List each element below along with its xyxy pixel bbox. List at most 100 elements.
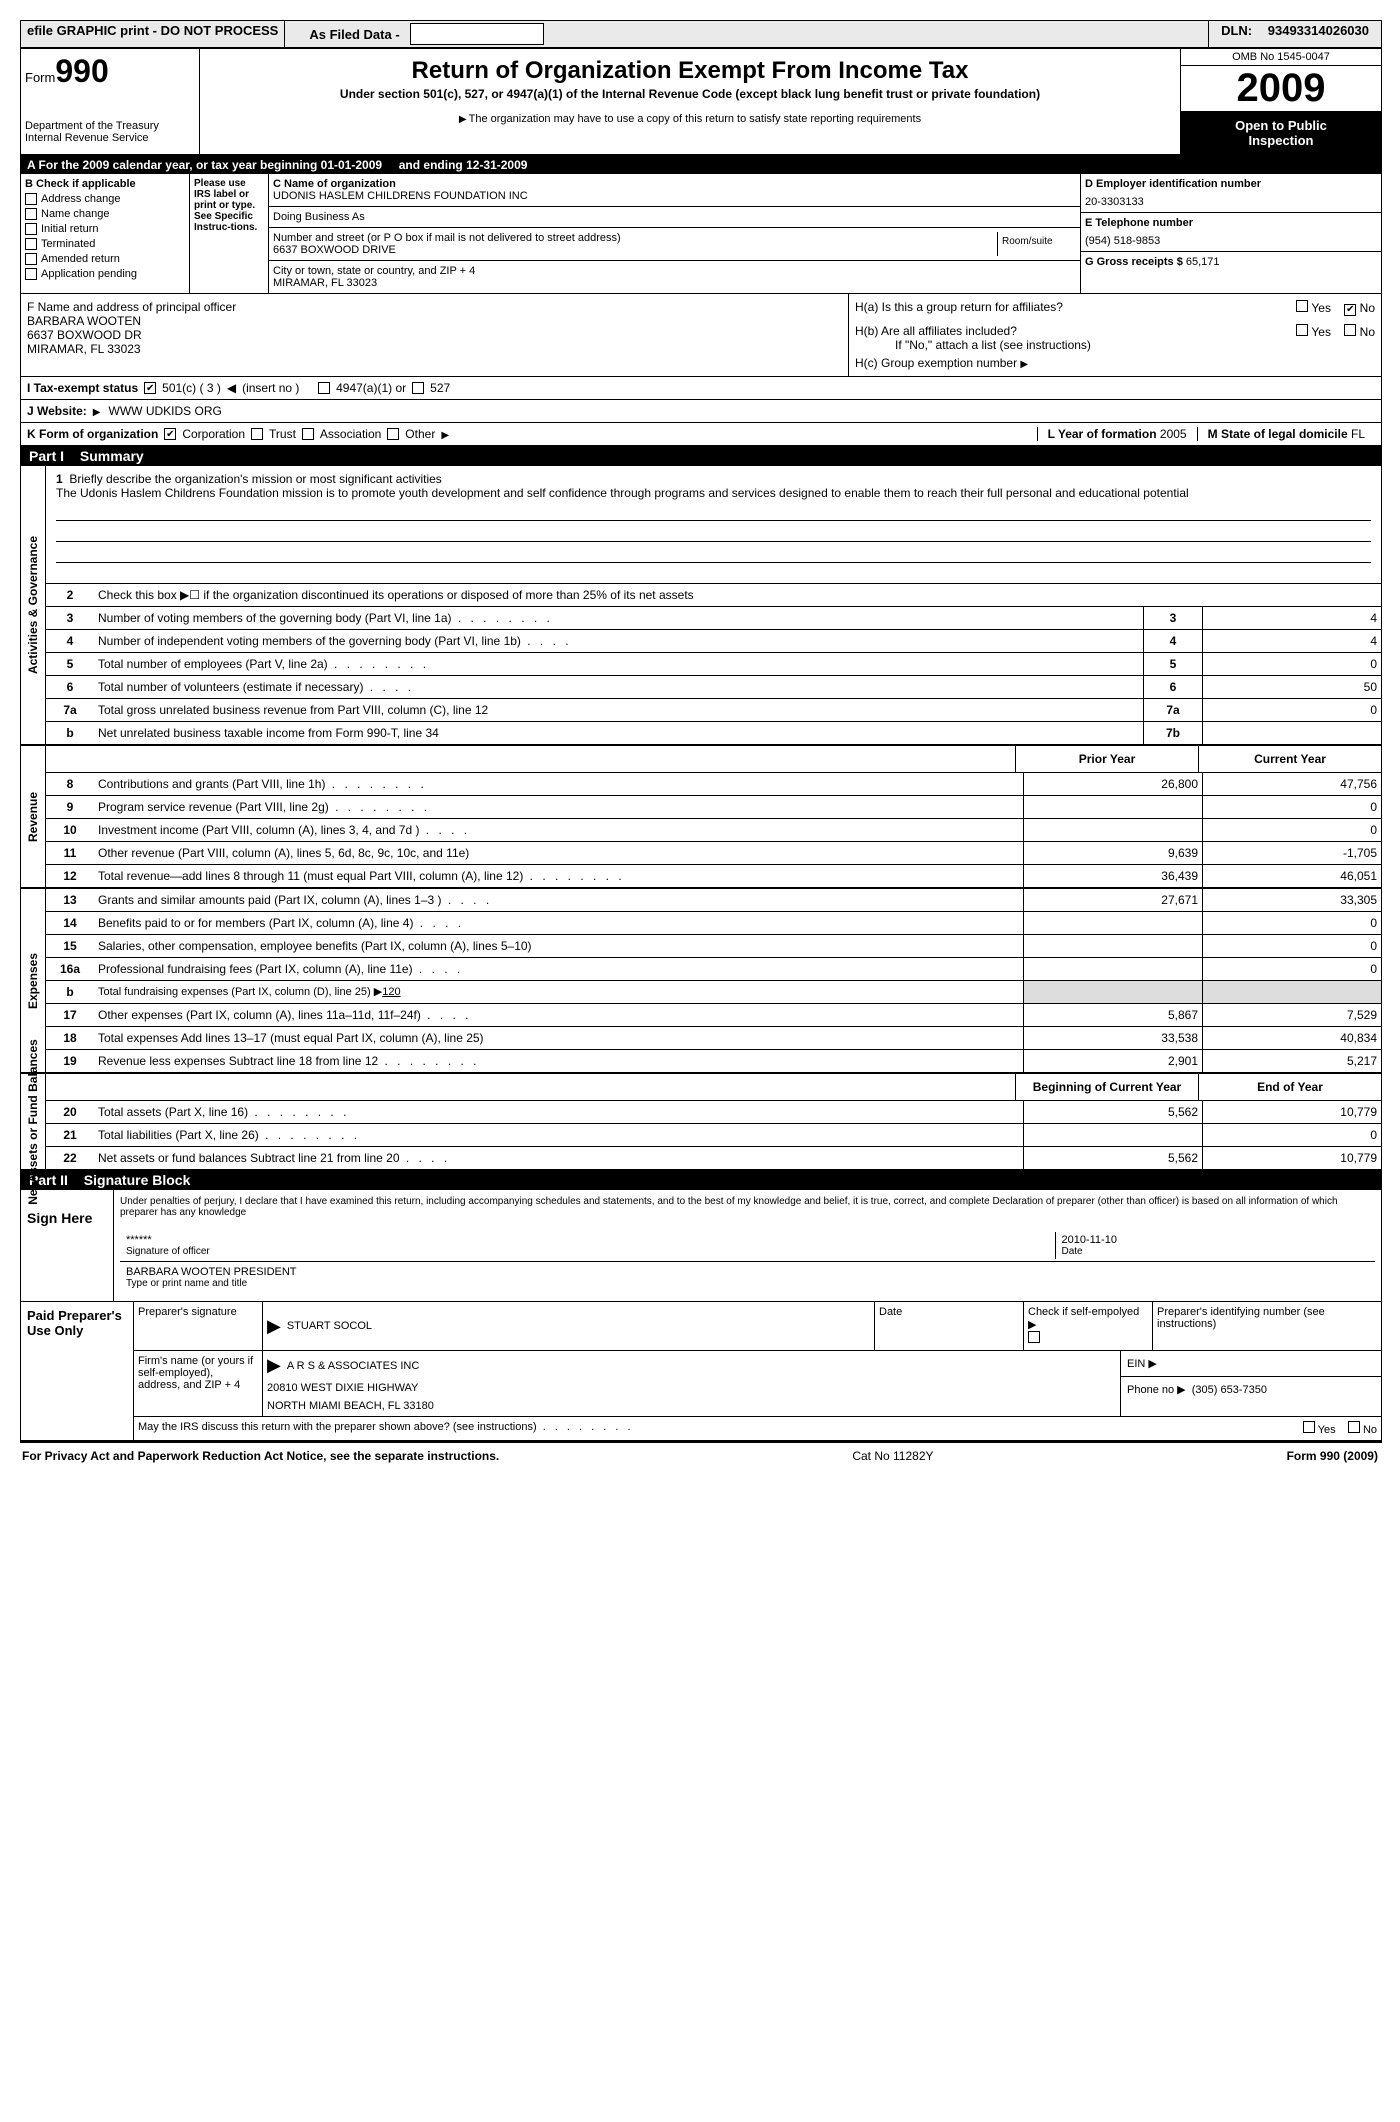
line18-text: Total expenses Add lines 13–17 (must equ… [94,1027,1023,1049]
line17-text: Other expenses (Part IX, column (A), lin… [94,1004,1023,1026]
mission-box: 1 Briefly describe the organization's mi… [46,466,1381,584]
checkbox-addr-change[interactable] [25,193,37,205]
line9-prior [1023,796,1202,818]
line8-num: 8 [46,773,94,795]
line13-current: 33,305 [1202,889,1381,911]
k-corp-label: Corporation [182,427,245,441]
org-name: UDONIS HASLEM CHILDRENS FOUNDATION INC [273,190,1076,202]
checkbox-terminated[interactable] [25,238,37,250]
state-domicile: FL [1351,427,1365,441]
line11-current: -1,705 [1202,842,1381,864]
line13-text: Grants and similar amounts paid (Part IX… [94,889,1023,911]
header-left: Form990 Department of the Treasury Inter… [21,49,200,154]
line5-val: 0 [1202,653,1381,675]
line7b-text: Net unrelated business taxable income fr… [94,722,1143,744]
yes-label: Yes [1311,301,1331,315]
dba-label: Doing Business As [273,211,365,223]
k-trust-checkbox[interactable] [251,428,263,440]
line16a-current: 0 [1202,958,1381,980]
k-other-checkbox[interactable] [387,428,399,440]
firm-addr2: NORTH MIAMI BEACH, FL 33180 [267,1400,1116,1412]
line16b-prior [1023,981,1202,1003]
checkbox-amended[interactable] [25,253,37,265]
self-employed-checkbox[interactable] [1028,1331,1040,1343]
net-label-text: Net Assets or Fund Balances [26,1039,40,1205]
k-assoc-checkbox[interactable] [302,428,314,440]
cal-begin: A For the 2009 calendar year, or tax yea… [27,158,382,172]
line7b-val [1202,722,1381,744]
line14-prior [1023,912,1202,934]
k-label: K Form of organization [27,427,158,441]
room-label: Room/suite [997,232,1076,256]
dln: DLN: 93493314026030 [1208,21,1381,47]
line9-current: 0 [1202,796,1381,818]
discuss-yes-checkbox[interactable] [1303,1421,1315,1433]
application-label: Application pending [41,268,137,280]
block-f: F Name and address of principal officer … [21,294,848,376]
line18-prior: 33,538 [1023,1027,1202,1049]
net-side-label: Net Assets or Fund Balances [21,1074,46,1169]
form-subtitle: Under section 501(c), 527, or 4947(a)(1)… [206,87,1174,101]
form-num: 990 [55,53,108,89]
line21-num: 21 [46,1124,94,1146]
line12-prior: 36,439 [1023,865,1202,887]
ha-no-checkbox[interactable]: ✔ [1344,304,1356,316]
part-1-header: Part I Summary [21,446,1381,466]
ptin-label: Preparer's identifying number (see instr… [1157,1306,1377,1330]
ein-label: EIN ▶ [1121,1351,1381,1377]
i-527-checkbox[interactable] [412,382,424,394]
line15-num: 15 [46,935,94,957]
line19-num: 19 [46,1050,94,1072]
dln-value: 93493314026030 [1262,21,1375,40]
firm-label: Firm's name (or yours if self-employed),… [138,1355,258,1391]
header-title-block: Return of Organization Exempt From Incom… [200,49,1181,154]
i-501c-checkbox[interactable]: ✔ [144,382,156,394]
line13-prior: 27,671 [1023,889,1202,911]
initial-return-label: Initial return [41,223,98,235]
hb-no-checkbox[interactable] [1344,324,1356,336]
line3-val: 4 [1202,607,1381,629]
line14-current: 0 [1202,912,1381,934]
line17-prior: 5,867 [1023,1004,1202,1026]
checkbox-initial[interactable] [25,223,37,235]
hb-label: H(b) Are all affiliates included? [855,324,1017,338]
line16a-prior [1023,958,1202,980]
activities-governance-section: Activities & Governance 1 Briefly descri… [21,466,1381,746]
cal-end: and ending 12-31-2009 [399,158,528,172]
part-2-header: Part II Signature Block [21,1170,1381,1190]
g-label: G Gross receipts $ [1085,256,1183,268]
gross-receipts-value: 65,171 [1186,256,1220,268]
asfiled-label: As Filed Data - [297,21,549,47]
line16b-num: b [46,981,94,1003]
expenses-section: Expenses 13Grants and similar amounts pa… [21,889,1381,1074]
sign-here-label: Sign Here [21,1190,114,1301]
ha-yes-checkbox[interactable] [1296,300,1308,312]
begin-year-header: Beginning of Current Year [1015,1074,1198,1100]
k-corp-checkbox[interactable]: ✔ [164,428,176,440]
revenue-section: Revenue Prior Year Current Year 8Contrib… [21,746,1381,889]
hb-yes-checkbox[interactable] [1296,324,1308,336]
dept-treasury: Department of the Treasury [25,120,195,132]
line21-text: Total liabilities (Part X, line 26) [94,1124,1023,1146]
i-4947-checkbox[interactable] [318,382,330,394]
checkbox-name-change[interactable] [25,208,37,220]
terminated-label: Terminated [41,238,95,250]
line4-num: 4 [46,630,94,652]
checkbox-application[interactable] [25,268,37,280]
row-k: K Form of organization ✔Corporation Trus… [21,423,1381,446]
line22-num: 22 [46,1147,94,1169]
top-bar: efile GRAPHIC print - DO NOT PROCESS As … [21,21,1381,49]
line14-text: Benefits paid to or for members (Part IX… [94,912,1023,934]
block-fh: F Name and address of principal officer … [21,294,1381,377]
line10-prior [1023,819,1202,841]
discuss-no-checkbox[interactable] [1348,1421,1360,1433]
state-note: The organization may have to use a copy … [206,113,1174,125]
prep-sig-label: Preparer's signature [138,1306,258,1318]
discuss-yes-label: Yes [1318,1424,1336,1436]
city-label: City or town, state or country, and ZIP … [273,265,1076,277]
ha-row: H(a) Is this a group return for affiliat… [855,300,1375,314]
name-title-label: Type or print name and title [126,1278,1369,1289]
rev-label-text: Revenue [26,791,40,841]
line15-text: Salaries, other compensation, employee b… [94,935,1023,957]
firm-addr1: 20810 WEST DIXIE HIGHWAY [267,1382,1116,1394]
